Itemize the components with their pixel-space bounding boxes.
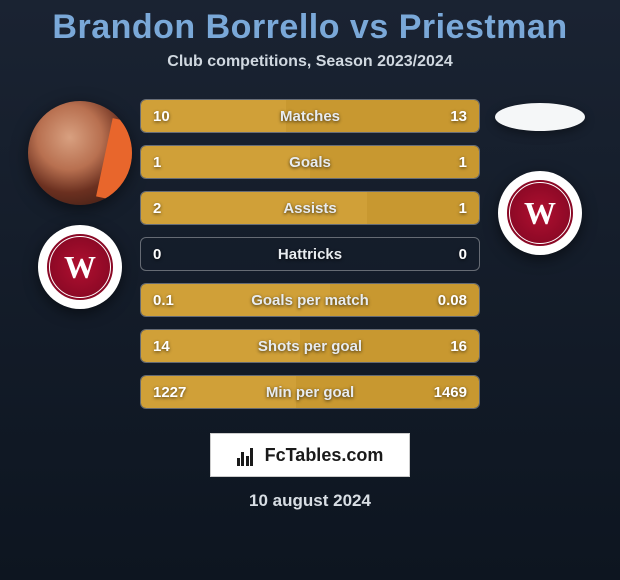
stat-value-right: 1 [459,200,467,217]
stat-value-right: 1469 [434,384,467,401]
stat-row: 1 1 Goals [140,145,480,179]
player-left-club-badge: W [38,225,122,309]
club-badge-inner: W [504,177,576,249]
stat-label: Assists [283,200,336,217]
main-area: W 10 13 Matches 1 1 Goals 2 1 Assists 0 0 Hattricks… [0,99,620,409]
club-badge-initial: W [524,195,556,232]
comparison-card: Brandon Borrello vs Priestman Club compe… [0,0,620,580]
stat-label: Goals [289,154,331,171]
logo-text: FcTables.com [265,445,384,466]
stat-label: Goals per match [251,292,369,309]
stats-column: 10 13 Matches 1 1 Goals 2 1 Assists 0 0 Hattricks 0.… [140,99,480,409]
stat-value-right: 13 [450,108,467,125]
stat-value-left: 14 [153,338,170,355]
stat-row: 10 13 Matches [140,99,480,133]
stat-value-left: 0.1 [153,292,174,309]
stat-value-left: 1227 [153,384,186,401]
club-badge-inner: W [44,231,116,303]
stat-label: Shots per goal [258,338,362,355]
stat-row: 0 0 Hattricks [140,237,480,271]
stat-value-left: 1 [153,154,161,171]
stat-bar-left [141,146,310,178]
bar-chart-icon [237,444,259,466]
stat-value-right: 16 [450,338,467,355]
left-player-column: W [20,99,140,309]
stat-value-left: 2 [153,200,161,217]
stat-value-left: 0 [153,246,161,263]
stat-bar-right [310,146,479,178]
fctables-logo[interactable]: FcTables.com [210,433,411,477]
stat-label: Min per goal [266,384,354,401]
stat-value-right: 0.08 [438,292,467,309]
page-subtitle: Club competitions, Season 2023/2024 [167,53,452,71]
stat-row: 14 16 Shots per goal [140,329,480,363]
stat-value-right: 1 [459,154,467,171]
page-title: Brandon Borrello vs Priestman [52,8,567,47]
club-badge-initial: W [64,249,96,286]
player-right-club-badge: W [498,171,582,255]
stat-row: 2 1 Assists [140,191,480,225]
footer: FcTables.com 10 august 2024 [210,433,411,511]
player-left-photo [28,101,132,205]
player-right-photo-placeholder [495,103,585,131]
stat-label: Matches [280,108,340,125]
right-player-column: W [480,99,600,255]
stat-value-left: 10 [153,108,170,125]
stat-row: 1227 1469 Min per goal [140,375,480,409]
generated-date: 10 august 2024 [249,491,371,511]
stat-value-right: 0 [459,246,467,263]
stat-label: Hattricks [278,246,342,263]
stat-row: 0.1 0.08 Goals per match [140,283,480,317]
